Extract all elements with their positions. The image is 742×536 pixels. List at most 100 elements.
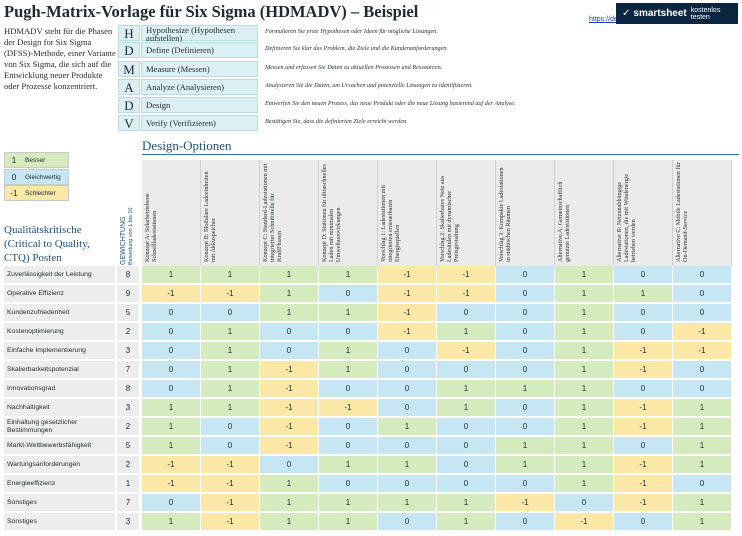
score-cell[interactable]: 0 <box>496 513 555 531</box>
score-cell[interactable]: 1 <box>142 266 201 284</box>
score-cell[interactable]: 1 <box>319 513 378 531</box>
score-cell[interactable]: 1 <box>260 304 319 322</box>
score-cell[interactable]: -1 <box>142 285 201 303</box>
score-cell[interactable]: 0 <box>437 437 496 455</box>
score-cell[interactable]: -1 <box>378 266 437 284</box>
score-cell[interactable]: -1 <box>201 475 260 493</box>
score-cell[interactable]: 0 <box>319 323 378 341</box>
score-cell[interactable]: 1 <box>673 513 732 531</box>
score-cell[interactable]: 1 <box>614 285 673 303</box>
score-cell[interactable]: 0 <box>319 380 378 398</box>
score-cell[interactable]: -1 <box>437 342 496 360</box>
ctq-weight[interactable]: 5 <box>117 304 139 322</box>
score-cell[interactable]: 1 <box>673 399 732 417</box>
score-cell[interactable]: 1 <box>437 380 496 398</box>
score-cell[interactable]: 1 <box>555 266 614 284</box>
score-cell[interactable]: -1 <box>201 494 260 512</box>
score-cell[interactable]: -1 <box>437 285 496 303</box>
score-cell[interactable]: -1 <box>260 437 319 455</box>
score-cell[interactable]: 0 <box>378 342 437 360</box>
score-cell[interactable]: -1 <box>614 418 673 436</box>
score-cell[interactable]: 0 <box>378 437 437 455</box>
score-cell[interactable]: 0 <box>319 475 378 493</box>
score-cell[interactable]: 0 <box>496 399 555 417</box>
score-cell[interactable]: -1 <box>142 456 201 474</box>
score-cell[interactable]: 0 <box>319 437 378 455</box>
score-cell[interactable]: 0 <box>496 266 555 284</box>
score-cell[interactable]: -1 <box>614 342 673 360</box>
score-cell[interactable]: 0 <box>614 304 673 322</box>
score-cell[interactable]: 0 <box>378 361 437 379</box>
score-cell[interactable]: 1 <box>496 456 555 474</box>
score-cell[interactable]: -1 <box>260 399 319 417</box>
score-cell[interactable]: -1 <box>496 494 555 512</box>
score-cell[interactable]: 0 <box>378 513 437 531</box>
score-cell[interactable]: 0 <box>142 494 201 512</box>
score-cell[interactable]: 0 <box>437 304 496 322</box>
ctq-weight[interactable]: 3 <box>117 342 139 360</box>
score-cell[interactable]: 1 <box>260 513 319 531</box>
score-cell[interactable]: 1 <box>496 380 555 398</box>
score-cell[interactable]: 1 <box>673 418 732 436</box>
score-cell[interactable]: 0 <box>437 361 496 379</box>
score-cell[interactable]: -1 <box>378 323 437 341</box>
score-cell[interactable]: 0 <box>496 418 555 436</box>
score-cell[interactable]: -1 <box>260 361 319 379</box>
score-cell[interactable]: 1 <box>201 342 260 360</box>
score-cell[interactable]: 1 <box>142 399 201 417</box>
score-cell[interactable]: 1 <box>555 380 614 398</box>
score-cell[interactable]: -1 <box>437 266 496 284</box>
score-cell[interactable]: -1 <box>614 361 673 379</box>
score-cell[interactable]: 1 <box>555 342 614 360</box>
score-cell[interactable]: 0 <box>260 323 319 341</box>
ctq-weight[interactable]: 2 <box>117 456 139 474</box>
ctq-weight[interactable]: 8 <box>117 266 139 284</box>
score-cell[interactable]: -1 <box>201 456 260 474</box>
score-cell[interactable]: 1 <box>319 266 378 284</box>
template-link[interactable]: https://de <box>589 16 618 23</box>
score-cell[interactable]: -1 <box>142 475 201 493</box>
score-cell[interactable]: 1 <box>555 456 614 474</box>
score-cell[interactable]: 1 <box>555 475 614 493</box>
ctq-weight[interactable]: 7 <box>117 494 139 512</box>
score-cell[interactable]: -1 <box>260 418 319 436</box>
ctq-weight[interactable]: 9 <box>117 285 139 303</box>
score-cell[interactable]: 1 <box>555 437 614 455</box>
score-cell[interactable]: 0 <box>496 361 555 379</box>
score-cell[interactable]: 1 <box>319 342 378 360</box>
score-cell[interactable]: 1 <box>555 399 614 417</box>
score-cell[interactable]: 0 <box>260 456 319 474</box>
score-cell[interactable]: -1 <box>673 342 732 360</box>
score-cell[interactable]: -1 <box>378 304 437 322</box>
score-cell[interactable]: 1 <box>437 399 496 417</box>
score-cell[interactable]: 1 <box>260 266 319 284</box>
ctq-weight[interactable]: 7 <box>117 361 139 379</box>
score-cell[interactable]: 1 <box>142 418 201 436</box>
score-cell[interactable]: 1 <box>201 399 260 417</box>
score-cell[interactable]: 1 <box>319 361 378 379</box>
ctq-weight[interactable]: 5 <box>117 437 139 455</box>
score-cell[interactable]: 1 <box>673 437 732 455</box>
score-cell[interactable]: 0 <box>142 380 201 398</box>
score-cell[interactable]: 1 <box>437 494 496 512</box>
score-cell[interactable]: 0 <box>201 304 260 322</box>
score-cell[interactable]: 0 <box>142 342 201 360</box>
score-cell[interactable]: -1 <box>614 399 673 417</box>
trial-link[interactable]: kostenlos testen <box>690 6 721 21</box>
ctq-weight[interactable]: 3 <box>117 513 139 531</box>
score-cell[interactable]: -1 <box>673 323 732 341</box>
score-cell[interactable]: 0 <box>496 342 555 360</box>
score-cell[interactable]: 1 <box>260 494 319 512</box>
score-cell[interactable]: 1 <box>555 304 614 322</box>
score-cell[interactable]: -1 <box>614 456 673 474</box>
ctq-weight[interactable]: 2 <box>117 418 139 436</box>
score-cell[interactable]: 1 <box>673 456 732 474</box>
score-cell[interactable]: -1 <box>614 475 673 493</box>
score-cell[interactable]: 0 <box>614 513 673 531</box>
smartsheet-banner[interactable]: ✓ smartsheet kostenlos testen <box>616 3 738 24</box>
score-cell[interactable]: 1 <box>378 456 437 474</box>
score-cell[interactable]: 0 <box>142 361 201 379</box>
score-cell[interactable]: -1 <box>555 513 614 531</box>
score-cell[interactable]: 0 <box>201 418 260 436</box>
score-cell[interactable]: 1 <box>378 494 437 512</box>
